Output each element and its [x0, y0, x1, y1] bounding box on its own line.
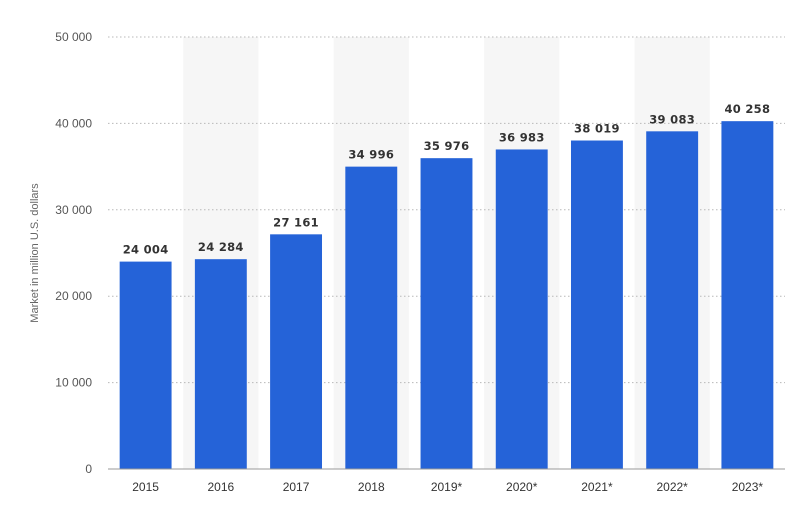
bar: [420, 158, 473, 469]
y-tick-label: 40 000: [55, 116, 92, 130]
bar: [194, 259, 247, 469]
x-tick-label: 2016: [207, 480, 234, 494]
data-label: 35 976: [424, 139, 470, 153]
bar: [721, 121, 774, 469]
data-label: 36 983: [499, 130, 545, 144]
data-label: 24 284: [198, 240, 244, 254]
x-tick-label: 2019*: [431, 480, 463, 494]
x-tick-label: 2021*: [581, 480, 613, 494]
y-tick-label: 10 000: [55, 376, 92, 390]
data-label: 34 996: [348, 148, 394, 162]
data-label: 24 004: [123, 243, 169, 257]
x-tick-label: 2023*: [732, 480, 764, 494]
bars: [119, 121, 774, 470]
x-tick-label: 2017: [283, 480, 310, 494]
y-tick-label: 20 000: [55, 289, 92, 303]
y-tick-label: 50 000: [55, 30, 92, 44]
y-tick-label: 0: [85, 462, 92, 476]
data-label: 27 161: [273, 215, 319, 229]
x-tick-label: 2018: [358, 480, 385, 494]
x-axis-categories: 2015 2016 2017 2018 2019* 2020* 2021* 2022* 2023…: [132, 480, 763, 494]
bar: [570, 140, 623, 469]
bar: [119, 261, 172, 469]
bar: [270, 234, 323, 469]
bar: [646, 131, 699, 469]
bar: [495, 149, 548, 470]
x-tick-label: 2015: [132, 480, 159, 494]
x-tick-label: 2022*: [656, 480, 688, 494]
y-axis-ticks: 0 10 000 20 000 30 000 40 000 50 000: [55, 30, 92, 476]
data-label: 40 258: [724, 102, 770, 116]
y-tick-label: 30 000: [55, 203, 92, 217]
data-labels: 24 004 24 284 27 161 34 996 35 976 36 983 38 0…: [123, 102, 770, 257]
bar: [345, 166, 398, 469]
data-label: 39 083: [649, 112, 695, 126]
x-tick-label: 2020*: [506, 480, 538, 494]
y-axis-label: Market in million U.S. dollars: [29, 183, 41, 323]
data-label: 38 019: [574, 122, 620, 136]
